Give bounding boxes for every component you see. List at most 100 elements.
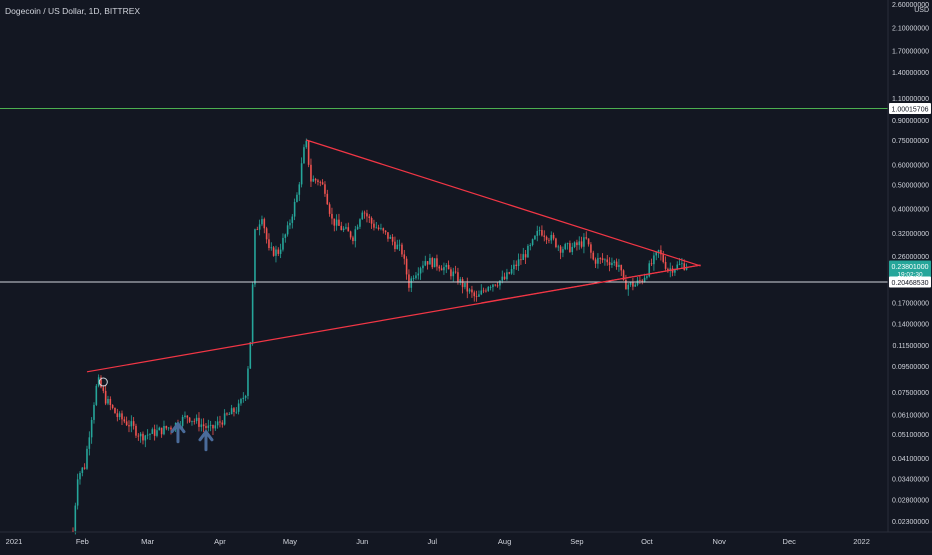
candle-body [564,244,567,250]
candle-body [494,284,497,286]
candle-body [149,433,151,435]
candle-body [363,212,366,214]
candle-body [373,223,375,228]
price-tick-label: 0.17000000 [892,300,929,307]
candle-body [300,163,303,185]
candle-body [480,290,483,295]
candle-body [240,398,242,404]
candle-body [552,234,555,239]
candle-body [354,229,357,242]
time-tick-label: Apr [214,537,226,546]
candle-body [454,271,457,273]
price-tick-label: 0.75000000 [892,138,929,145]
candle-body [576,242,578,246]
candle-body [531,239,534,245]
candle-body [685,267,688,270]
horizontal-line-badge[interactable] [889,103,931,115]
candle-body [611,262,613,266]
trendline[interactable] [306,139,701,267]
last-price-badge[interactable] [889,260,931,279]
candle-body [573,242,576,247]
candle-body [543,235,546,237]
candle-body [79,472,81,480]
candle-body [291,216,294,223]
candle-body [419,268,422,274]
up-arrow-annotation[interactable] [170,421,186,444]
candle-body [566,243,569,245]
candle-body [429,258,431,265]
candle-body [550,234,553,241]
candle-body [517,259,520,267]
candle-body [436,258,438,267]
candle-body [457,272,459,283]
candle-body [501,276,504,281]
candle-body [361,212,364,220]
price-tick-label: 1.40000000 [892,70,929,77]
candle-body [510,269,513,274]
candle-body [100,377,102,388]
candle-body [221,422,224,425]
candle-body [81,467,84,473]
candle-body [146,434,149,436]
candle-body [431,258,434,268]
candle-body [375,227,378,229]
candle-body [258,224,261,230]
horizontal-line-badge-text: 0.20468530 [892,280,929,287]
candle-body [207,425,210,428]
candle-body [76,479,79,506]
candle-body [450,269,452,277]
candle-body [398,244,401,246]
candle-body [662,254,665,262]
candle-body [235,411,238,413]
candle-body [681,263,683,265]
candle-body [643,277,646,282]
candle-body [139,433,142,437]
candle-body [338,219,340,226]
price-tick-label: 0.90000000 [892,118,929,125]
candle-body [403,254,406,259]
candle-body [326,193,329,205]
circle-annotation[interactable] [98,377,108,387]
candle-body [151,429,154,434]
candle-body [487,287,490,291]
price-tick-label: 1.70000000 [892,49,929,56]
candle-body [230,408,233,415]
candle-body [135,425,137,436]
candle-body [342,228,345,231]
candle-body [590,244,592,253]
up-arrow-annotation[interactable] [198,429,214,452]
candle-body [522,254,525,260]
candle-body [121,413,123,420]
candle-body [447,265,450,270]
candle-body [606,259,609,263]
candle-body [466,282,469,292]
price-tick-label: 0.04100000 [892,456,929,463]
candle-body [319,181,322,183]
candle-body [515,264,518,267]
candle-body [193,420,196,422]
candle-body [317,180,319,182]
trendline[interactable] [481,264,701,304]
candle-body [265,228,268,240]
candle-body [377,227,380,230]
candle-body [634,284,637,287]
candle-body [559,246,562,253]
candle-body [167,427,170,429]
candle-body [571,246,574,253]
horizontal-line-badge[interactable] [889,276,931,288]
candle-body [305,140,308,148]
candle-body [340,225,343,231]
candle-body [569,243,571,253]
candle-body [156,430,158,436]
candle-body [289,222,291,226]
currency-label: USD [914,7,929,14]
candle-body [310,164,312,182]
time-tick-label: 2022 [853,537,870,546]
candle-body [254,229,256,285]
candle-body [242,397,245,399]
candle-body [608,262,611,266]
candle-body [349,231,352,238]
candle-body [557,246,560,248]
